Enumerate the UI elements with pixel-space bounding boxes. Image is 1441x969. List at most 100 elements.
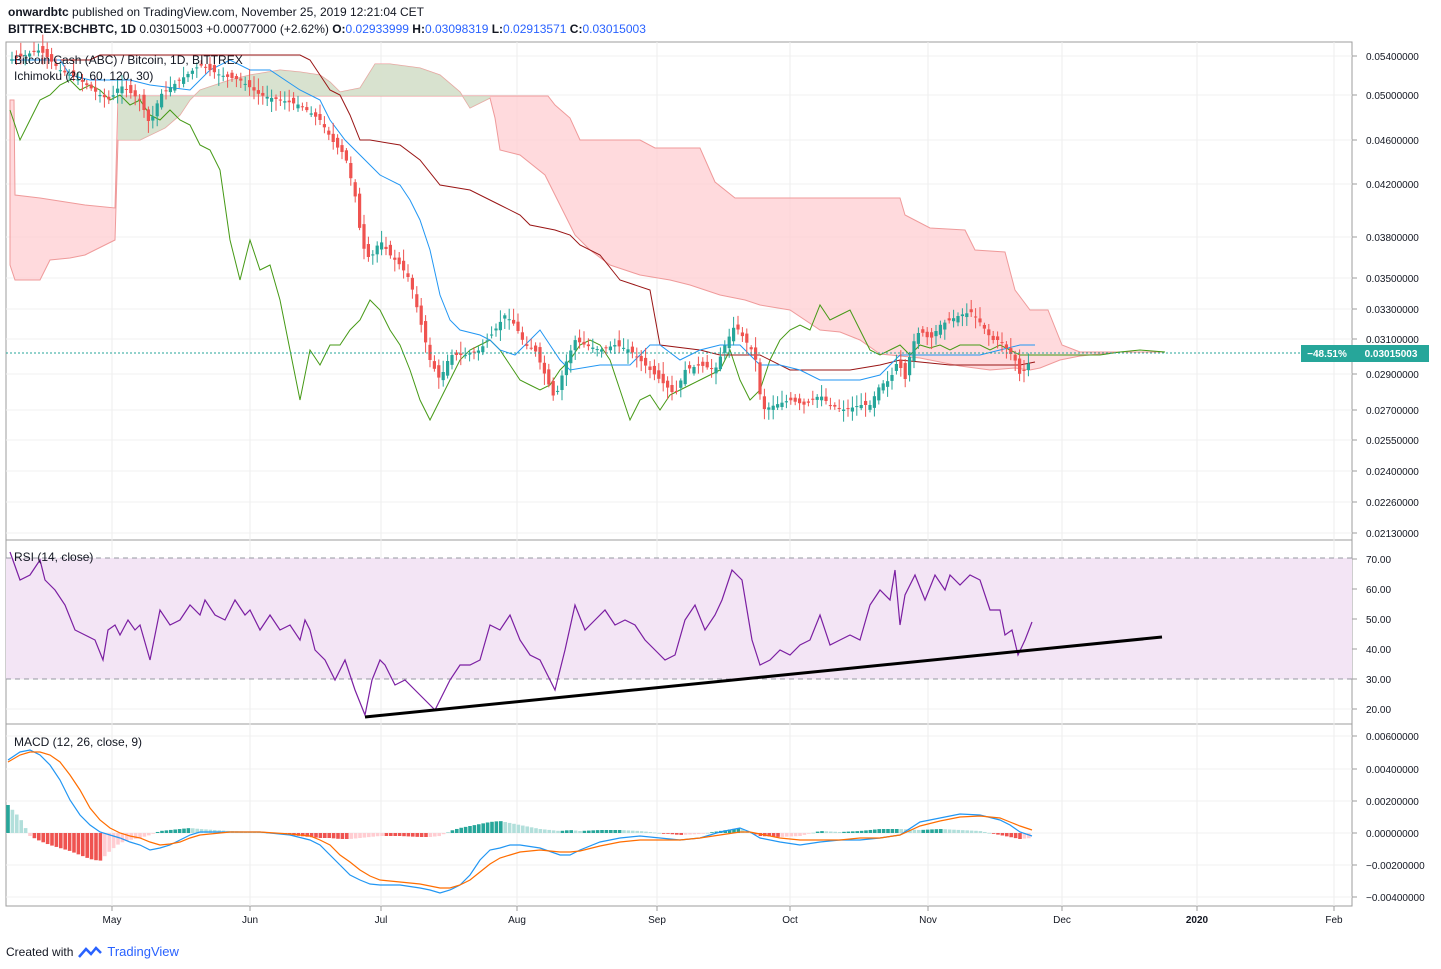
candle-body <box>595 349 599 351</box>
candle-body <box>705 361 709 368</box>
candle-body <box>1000 342 1004 344</box>
candle-body <box>182 77 186 84</box>
macd-histogram-bar <box>732 828 736 833</box>
macd-histogram-bar <box>661 833 666 834</box>
candle-body <box>124 88 128 90</box>
macd-histogram-bar <box>45 833 50 845</box>
candle-body <box>252 87 256 91</box>
candle-body <box>516 321 520 331</box>
candle-body <box>718 356 722 370</box>
candle-body <box>318 114 322 120</box>
candle-body <box>855 406 859 408</box>
macd-histogram-bar <box>824 831 829 833</box>
candle-body <box>485 340 489 342</box>
macd-histogram-bar <box>952 829 956 833</box>
candle-body <box>32 50 36 52</box>
macd-histogram-bar <box>776 833 780 837</box>
candle-body <box>894 364 898 371</box>
macd-signal-line <box>7 751 1033 889</box>
macd-histogram-bar <box>807 833 811 834</box>
macd-histogram-bar <box>63 833 67 850</box>
candle-body <box>410 277 414 290</box>
candle-body <box>701 361 705 366</box>
macd-histogram-bar <box>358 833 362 838</box>
macd-histogram-bar <box>125 833 129 841</box>
candle-body <box>234 76 238 80</box>
low-value: 0.02913571 <box>503 22 567 36</box>
candle-body <box>1009 348 1013 354</box>
macd-histogram-bar <box>173 829 177 833</box>
macd-histogram-bar <box>494 821 499 833</box>
macd-histogram-bar <box>81 833 85 857</box>
candle-body <box>428 344 432 360</box>
candle-body <box>1022 369 1026 371</box>
candle-body <box>542 362 546 374</box>
macd-histogram-bar <box>886 829 890 833</box>
macd-histogram-bar <box>961 830 965 833</box>
candle-body <box>806 401 810 403</box>
macd-histogram-bar <box>582 830 587 833</box>
rsi-axis-tick: 50.00 <box>1366 615 1391 626</box>
candle-body <box>683 369 687 385</box>
candle-body <box>476 350 480 353</box>
high-value: 0.03098319 <box>424 22 489 36</box>
rsi-trendline[interactable] <box>364 635 1163 719</box>
macd-histogram-bar <box>644 831 648 833</box>
macd-histogram-bar <box>507 822 512 833</box>
macd-histogram-bar <box>406 833 411 837</box>
macd-histogram-bar <box>340 833 345 839</box>
price-change: +0.00077000 (+2.62%) <box>206 22 329 36</box>
macd-histogram-bar <box>622 830 626 833</box>
macd-histogram-bar <box>481 823 485 833</box>
candle-body <box>965 313 969 318</box>
price-axis-tick: 0.03500000 <box>1366 274 1419 285</box>
macd-histogram-bar <box>67 833 72 851</box>
candle-body <box>987 329 991 336</box>
macd-axis-tick: 0.00600000 <box>1366 732 1419 743</box>
candle-body <box>648 366 652 370</box>
macd-histogram-bar <box>578 831 582 833</box>
author-name[interactable]: onwardbtc <box>8 5 69 19</box>
macd-axis-tick: 0.00200000 <box>1366 797 1419 808</box>
macd-histogram-bar <box>177 829 182 833</box>
macd-histogram-bar <box>921 829 925 833</box>
candle-body <box>265 96 269 99</box>
candle-body <box>296 104 300 109</box>
rsi-pane-title: RSI (14, close) <box>14 550 93 564</box>
macd-histogram-bar <box>186 828 191 833</box>
macd-histogram-bar <box>1005 833 1009 837</box>
candle-body <box>226 74 230 77</box>
candle-body <box>160 93 164 108</box>
candle-body <box>10 59 14 61</box>
macd-histogram-bar <box>499 821 503 833</box>
macd-histogram-bar <box>947 829 952 833</box>
candle-body <box>582 341 586 345</box>
candle-body <box>481 346 485 353</box>
macd-histogram-bar <box>441 833 446 835</box>
candle-body <box>142 94 146 110</box>
rsi-axis-tick: 30.00 <box>1366 675 1391 686</box>
candle-body <box>459 353 463 355</box>
candle-body <box>371 254 375 256</box>
ichimoku-base-line <box>10 54 1036 371</box>
candle-body <box>789 397 793 401</box>
macd-histogram-bar <box>111 833 116 849</box>
tradingview-brand[interactable]: TradingView <box>107 944 179 959</box>
macd-histogram-bar <box>345 833 349 839</box>
macd-histogram-bar <box>208 829 213 833</box>
candle-body <box>463 354 467 357</box>
macd-histogram-bar <box>433 833 437 837</box>
time-axis-tick: 2020 <box>1186 915 1209 926</box>
candle-body <box>758 362 762 395</box>
macd-histogram-bar <box>639 831 644 833</box>
candle-body <box>573 340 577 351</box>
macd-histogram-bar <box>917 829 921 833</box>
macd-histogram-bar <box>1022 833 1027 839</box>
candle-body <box>727 336 731 349</box>
candle-body <box>754 347 758 360</box>
macd-histogram-bar <box>631 830 635 833</box>
macd-histogram-bar <box>204 829 208 833</box>
candle-body <box>762 396 766 410</box>
candle-body <box>732 327 736 342</box>
